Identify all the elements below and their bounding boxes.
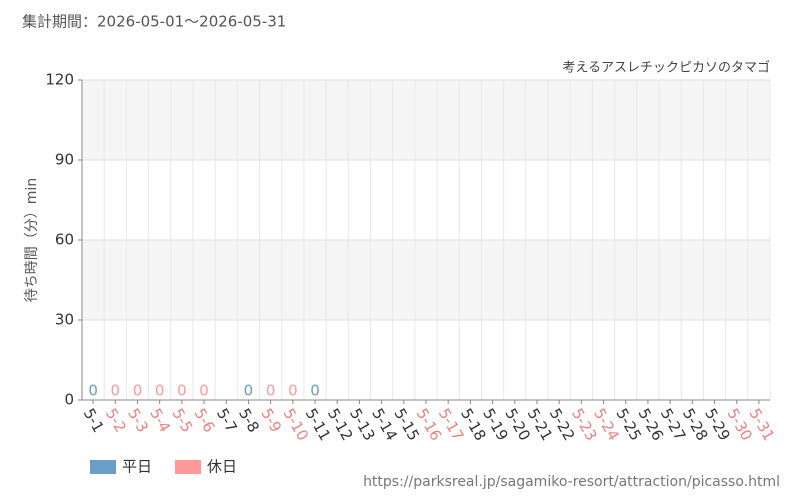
x-tick-label: 5-5 bbox=[169, 405, 197, 435]
y-tick-label: 30 bbox=[55, 311, 74, 329]
y-tick-label: 0 bbox=[64, 391, 74, 409]
x-tick-label: 5-2 bbox=[102, 405, 130, 435]
x-tick-label: 5-9 bbox=[257, 405, 285, 435]
value-label: 0 bbox=[133, 382, 143, 400]
legend-swatch bbox=[90, 460, 116, 474]
y-axis-label: 待ち時間（分）min bbox=[24, 178, 40, 302]
legend-swatch bbox=[175, 460, 201, 474]
grid-band bbox=[82, 240, 770, 320]
value-label: 0 bbox=[88, 382, 98, 400]
x-tick-label: 5-6 bbox=[191, 405, 219, 435]
x-tick-label: 5-1 bbox=[80, 405, 108, 435]
x-tick-label: 5-4 bbox=[146, 405, 174, 435]
value-label: 0 bbox=[244, 382, 254, 400]
value-label: 0 bbox=[199, 382, 209, 400]
chart-subtitle: 考えるアスレチックピカソのタマゴ bbox=[562, 60, 770, 76]
legend-label: 休日 bbox=[207, 458, 237, 476]
value-label: 0 bbox=[177, 382, 187, 400]
y-tick-label: 60 bbox=[55, 231, 74, 249]
grid-band bbox=[82, 80, 770, 160]
y-tick-label: 120 bbox=[45, 71, 74, 89]
x-tick-label: 5-7 bbox=[213, 405, 241, 435]
value-label: 0 bbox=[111, 382, 121, 400]
x-tick-label: 5-8 bbox=[235, 405, 263, 435]
legend-label: 平日 bbox=[122, 458, 152, 476]
value-label: 0 bbox=[310, 382, 320, 400]
x-tick-label: 5-3 bbox=[124, 405, 152, 435]
y-tick-label: 90 bbox=[55, 151, 74, 169]
value-label: 0 bbox=[266, 382, 276, 400]
source: https://parksreal.jp/sagamiko-resort/att… bbox=[363, 474, 780, 490]
value-label: 0 bbox=[288, 382, 298, 400]
period: 集計期間：2026-05-01〜2026-05-31 bbox=[22, 13, 286, 31]
value-label: 0 bbox=[155, 382, 165, 400]
